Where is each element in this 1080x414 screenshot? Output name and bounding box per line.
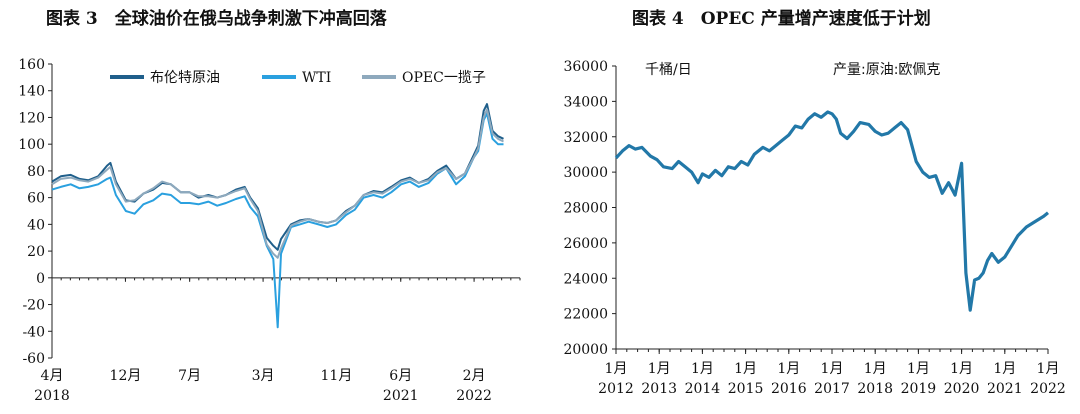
x-tick-label: 3月: [252, 368, 275, 384]
oil-price-chart: -60 -40 -20 0 20 40 60 80 100 120 140 160 4月 2018 12月 7…: [18, 57, 521, 404]
y-tick-label: -60: [22, 351, 45, 367]
y-tick-label: 20000: [563, 342, 608, 358]
y-tick-label: 100: [18, 137, 45, 153]
x-tick-month: 1月: [950, 361, 973, 377]
x-tick-month: 1月: [821, 361, 844, 377]
production-line: [614, 110, 1050, 312]
x-tick-month: 1月: [993, 361, 1016, 377]
series-line-1: [51, 112, 504, 329]
unit-label: 千桶/日: [645, 62, 692, 78]
series-line-0: [51, 103, 504, 251]
y-tick-label: 36000: [563, 59, 608, 75]
legend-label: 布伦特原油: [150, 70, 220, 86]
x-tick-month: 1月: [777, 361, 800, 377]
x-tick-month: 1月: [605, 361, 628, 377]
chart-title-left: 图表 3 全球油价在俄乌战争刺激下冲高回落: [46, 9, 387, 29]
y-tick-label: -20: [22, 298, 45, 314]
x-tick-year: 2020: [944, 381, 980, 397]
chart-title-right: 图表 4 OPEC 产量增产速度低于计划: [632, 9, 931, 29]
y-tick-label: 60: [27, 191, 45, 207]
series-line-2: [51, 108, 504, 259]
y-tick-label: 20: [27, 244, 45, 260]
y-tick-label: 120: [18, 110, 45, 126]
x-tick-year: 2012: [598, 381, 634, 397]
y-tick-label: 24000: [563, 271, 608, 287]
y-tick-label: 22000: [563, 307, 608, 323]
y-tick-label: 26000: [563, 236, 608, 252]
x-tick-label: 6月: [389, 368, 412, 384]
y-tick-label: 34000: [563, 94, 608, 110]
x-tick-month: 1月: [864, 361, 887, 377]
opec-production-chart: 20000 22000 24000 26000 28000 30000 32000 34000…: [563, 59, 1065, 397]
x-tick-year: 2014: [685, 381, 721, 397]
legend-label: WTI: [302, 70, 331, 86]
x-tick-label: 4月: [41, 368, 64, 384]
x-tick-year: 2013: [641, 381, 677, 397]
x-tick-year: 2022: [1030, 381, 1066, 397]
legend-label: OPEC一揽子: [402, 69, 486, 86]
x-tick-year: 2015: [728, 381, 764, 397]
x-tick-month: 1月: [907, 361, 930, 377]
x-tick-year: 2021: [987, 381, 1023, 397]
x-tick-year: 2016: [771, 381, 807, 397]
x-tick-month: 1月: [691, 361, 714, 377]
x-tick-year: 2018: [857, 381, 893, 397]
x-tick-label: 7月: [178, 368, 201, 384]
x-tick-year: 2017: [814, 381, 850, 397]
y-tick-label: 160: [18, 57, 45, 73]
x-tick-year: 2019: [901, 381, 937, 397]
series-label: 产量:原油:欧佩克: [833, 62, 940, 78]
y-tick-label: 80: [27, 164, 45, 180]
y-tick-label: -40: [22, 324, 45, 340]
y-tick-label: 28000: [563, 201, 608, 217]
x-year-label: 2021: [383, 388, 419, 404]
x-tick-month: 1月: [1037, 361, 1060, 377]
x-year-label: 2018: [34, 388, 70, 404]
x-tick-month: 1月: [734, 361, 757, 377]
y-tick-label: 30000: [563, 165, 608, 181]
x-tick-label: 12月: [110, 368, 142, 384]
y-tick-label: 140: [18, 84, 45, 100]
y-tick-label: 0: [36, 271, 45, 287]
x-tick-label: 11月: [321, 368, 353, 384]
y-tick-label: 40: [27, 217, 45, 233]
x-year-label: 2022: [456, 388, 492, 404]
y-tick-label: 32000: [563, 130, 608, 146]
x-tick-label: 2月: [463, 368, 486, 384]
x-tick-month: 1月: [648, 361, 671, 377]
